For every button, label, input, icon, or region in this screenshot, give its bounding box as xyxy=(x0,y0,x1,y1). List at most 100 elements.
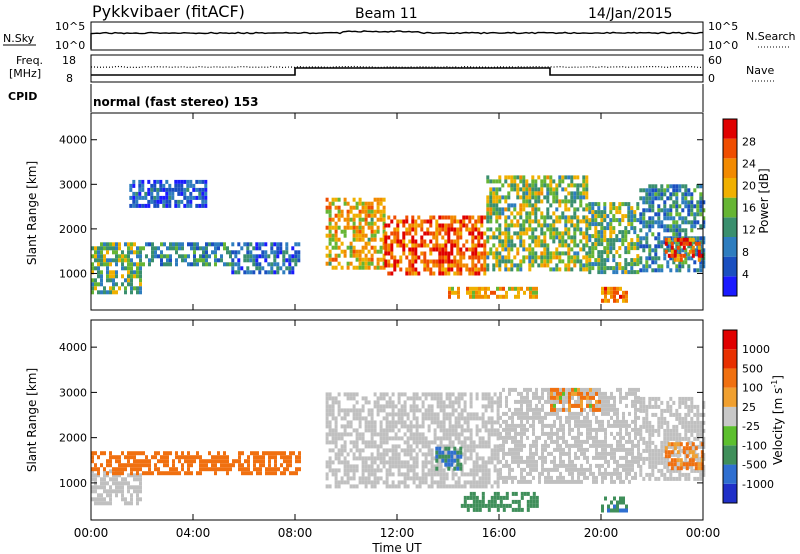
velocity-cell xyxy=(669,468,673,473)
velocity-cell xyxy=(666,464,670,469)
velocity-cell xyxy=(550,451,553,456)
velocity-cell xyxy=(472,507,476,512)
velocity-cell xyxy=(532,495,536,500)
velocity-cell xyxy=(535,495,539,500)
velocity-cell xyxy=(514,447,517,452)
velocity-cell xyxy=(577,467,580,472)
power-cell xyxy=(639,236,643,241)
velocity-cell xyxy=(376,480,380,485)
colorbar-swatch xyxy=(723,387,737,407)
power-cell xyxy=(390,255,394,260)
velocity-cell xyxy=(370,416,374,421)
power-cell xyxy=(606,242,610,247)
velocity-cell xyxy=(651,440,655,445)
velocity-cell xyxy=(397,420,401,425)
power-cell xyxy=(204,199,208,204)
power-cell xyxy=(522,243,526,248)
velocity-cell xyxy=(660,412,664,417)
velocity-cell xyxy=(610,508,613,513)
velocity-cell xyxy=(607,443,610,448)
velocity-cell xyxy=(565,463,568,468)
power-cell xyxy=(106,250,109,255)
power-cell xyxy=(136,266,139,271)
power-cell xyxy=(130,266,133,271)
velocity-cell xyxy=(106,481,109,486)
velocity-cell xyxy=(175,471,178,476)
power-cell xyxy=(115,290,118,295)
power-cell xyxy=(328,237,332,242)
power-cell xyxy=(507,251,511,256)
power-cell xyxy=(208,254,211,259)
velocity-cell xyxy=(556,395,559,400)
power-cell xyxy=(399,259,403,264)
velocity-cell xyxy=(109,501,112,506)
power-cell xyxy=(133,270,136,275)
power-cell xyxy=(133,262,136,267)
velocity-cell xyxy=(577,439,580,444)
velocity-cell xyxy=(610,500,613,505)
velocity-cell xyxy=(604,403,607,408)
power-cell xyxy=(396,259,400,264)
power-cell xyxy=(588,238,592,243)
velocity-cell xyxy=(601,399,604,404)
velocity-cell xyxy=(628,467,631,472)
power-cell xyxy=(673,249,677,254)
velocity-cell xyxy=(463,448,467,453)
velocity-cell xyxy=(358,416,362,421)
power-cell xyxy=(681,200,685,205)
power-cell xyxy=(618,262,622,267)
velocity-cell xyxy=(694,446,698,451)
velocity-cell xyxy=(358,476,362,481)
power-cell xyxy=(168,187,172,192)
power-cell xyxy=(411,223,415,228)
velocity-cell xyxy=(454,416,458,421)
velocity-cell xyxy=(103,477,106,482)
velocity-cell xyxy=(262,455,265,460)
velocity-cell xyxy=(268,451,271,456)
velocity-cell xyxy=(675,424,679,429)
velocity-cell xyxy=(361,440,365,445)
velocity-cell xyxy=(651,448,655,453)
velocity-cell xyxy=(349,464,353,469)
power-cell xyxy=(97,266,100,271)
power-cell xyxy=(682,237,686,242)
velocity-cell xyxy=(619,508,622,513)
power-cell xyxy=(177,199,181,204)
power-cell xyxy=(513,263,517,268)
velocity-cell xyxy=(493,452,497,457)
power-cell xyxy=(135,203,139,208)
velocity-cell xyxy=(628,459,631,464)
velocity-cell xyxy=(439,472,443,477)
power-cell xyxy=(396,231,400,236)
velocity-cell xyxy=(259,459,262,464)
velocity-cell xyxy=(514,507,518,512)
velocity-cell xyxy=(702,400,706,405)
velocity-cell xyxy=(418,480,422,485)
velocity-cell xyxy=(601,427,604,432)
power-cell xyxy=(483,259,487,264)
power-cell xyxy=(498,227,502,232)
velocity-cell xyxy=(520,423,523,428)
velocity-cell xyxy=(601,403,604,408)
velocity-cell xyxy=(553,391,556,396)
velocity-cell xyxy=(388,428,392,433)
velocity-cell xyxy=(439,484,443,489)
velocity-cell xyxy=(430,420,434,425)
velocity-cell xyxy=(678,472,682,477)
velocity-cell xyxy=(388,484,392,489)
power-cell xyxy=(100,290,103,295)
velocity-cell xyxy=(577,435,580,440)
velocity-cell xyxy=(202,463,205,468)
velocity-cell xyxy=(517,415,520,420)
velocity-cell xyxy=(247,471,250,476)
velocity-cell xyxy=(436,412,440,417)
velocity-cell xyxy=(628,463,631,468)
colorbar-swatch xyxy=(723,158,737,178)
power-cell xyxy=(420,243,424,248)
power-cell xyxy=(609,230,613,235)
velocity-cell xyxy=(607,471,610,476)
power-cell xyxy=(337,245,341,250)
power-cell xyxy=(549,187,553,192)
power-cell xyxy=(264,270,268,275)
velocity-cell xyxy=(112,477,115,482)
